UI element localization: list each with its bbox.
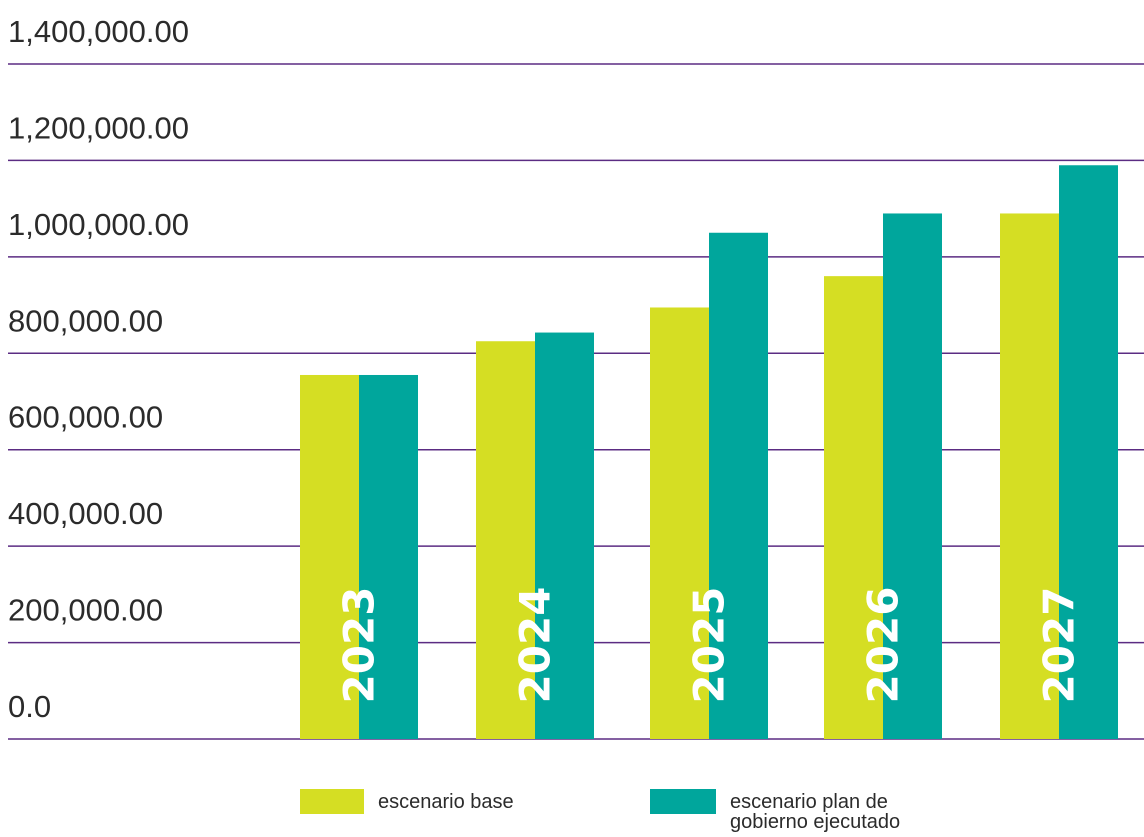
bar-escenario-base <box>824 276 883 739</box>
category-label: 2024 <box>511 587 560 704</box>
y-tick-label: 1,200,000.00 <box>8 110 189 145</box>
y-tick-label: 800,000.00 <box>8 303 163 338</box>
y-tick-label: 400,000.00 <box>8 496 163 531</box>
y-tick-label: 1,000,000.00 <box>8 207 189 242</box>
legend-swatch-plan <box>650 789 716 814</box>
y-axis-tick-labels: 0.0 200,000.00 400,000.00 600,000.00 800,000… <box>8 14 189 724</box>
bar-escenario-base <box>1000 213 1059 739</box>
bar-escenario-plan <box>535 332 594 739</box>
category-labels: 2023 2024 2025 2026 2027 <box>335 587 1084 704</box>
legend-label-base: escenario base <box>378 791 514 813</box>
bar-escenario-base <box>300 374 359 739</box>
y-tick-label: 0.0 <box>8 689 51 724</box>
y-tick-label: 600,000.00 <box>8 400 163 435</box>
category-label: 2026 <box>859 587 908 704</box>
bar-escenario-base <box>476 341 535 739</box>
y-tick-label: 200,000.00 <box>8 593 163 628</box>
bar-escenario-plan <box>709 232 768 739</box>
legend-label-plan-line-2: gobierno ejecutado <box>730 811 900 833</box>
legend-swatch-base <box>300 789 364 814</box>
bar-escenario-plan <box>1059 165 1118 739</box>
bar-escenario-plan <box>883 213 942 739</box>
y-tick-label: 1,400,000.00 <box>8 14 189 49</box>
legend-label-plan: escenario plan de gobierno ejecutado <box>730 791 900 833</box>
legend-label-plan-line-1: escenario plan de <box>730 791 888 813</box>
legend: escenario base escenario plan de gobiern… <box>300 789 900 833</box>
bars <box>300 165 1118 739</box>
category-label: 2025 <box>685 587 734 704</box>
bar-escenario-plan <box>359 374 418 739</box>
category-label: 2027 <box>1035 587 1084 704</box>
category-label: 2023 <box>335 587 384 704</box>
bar-escenario-base <box>650 307 709 739</box>
